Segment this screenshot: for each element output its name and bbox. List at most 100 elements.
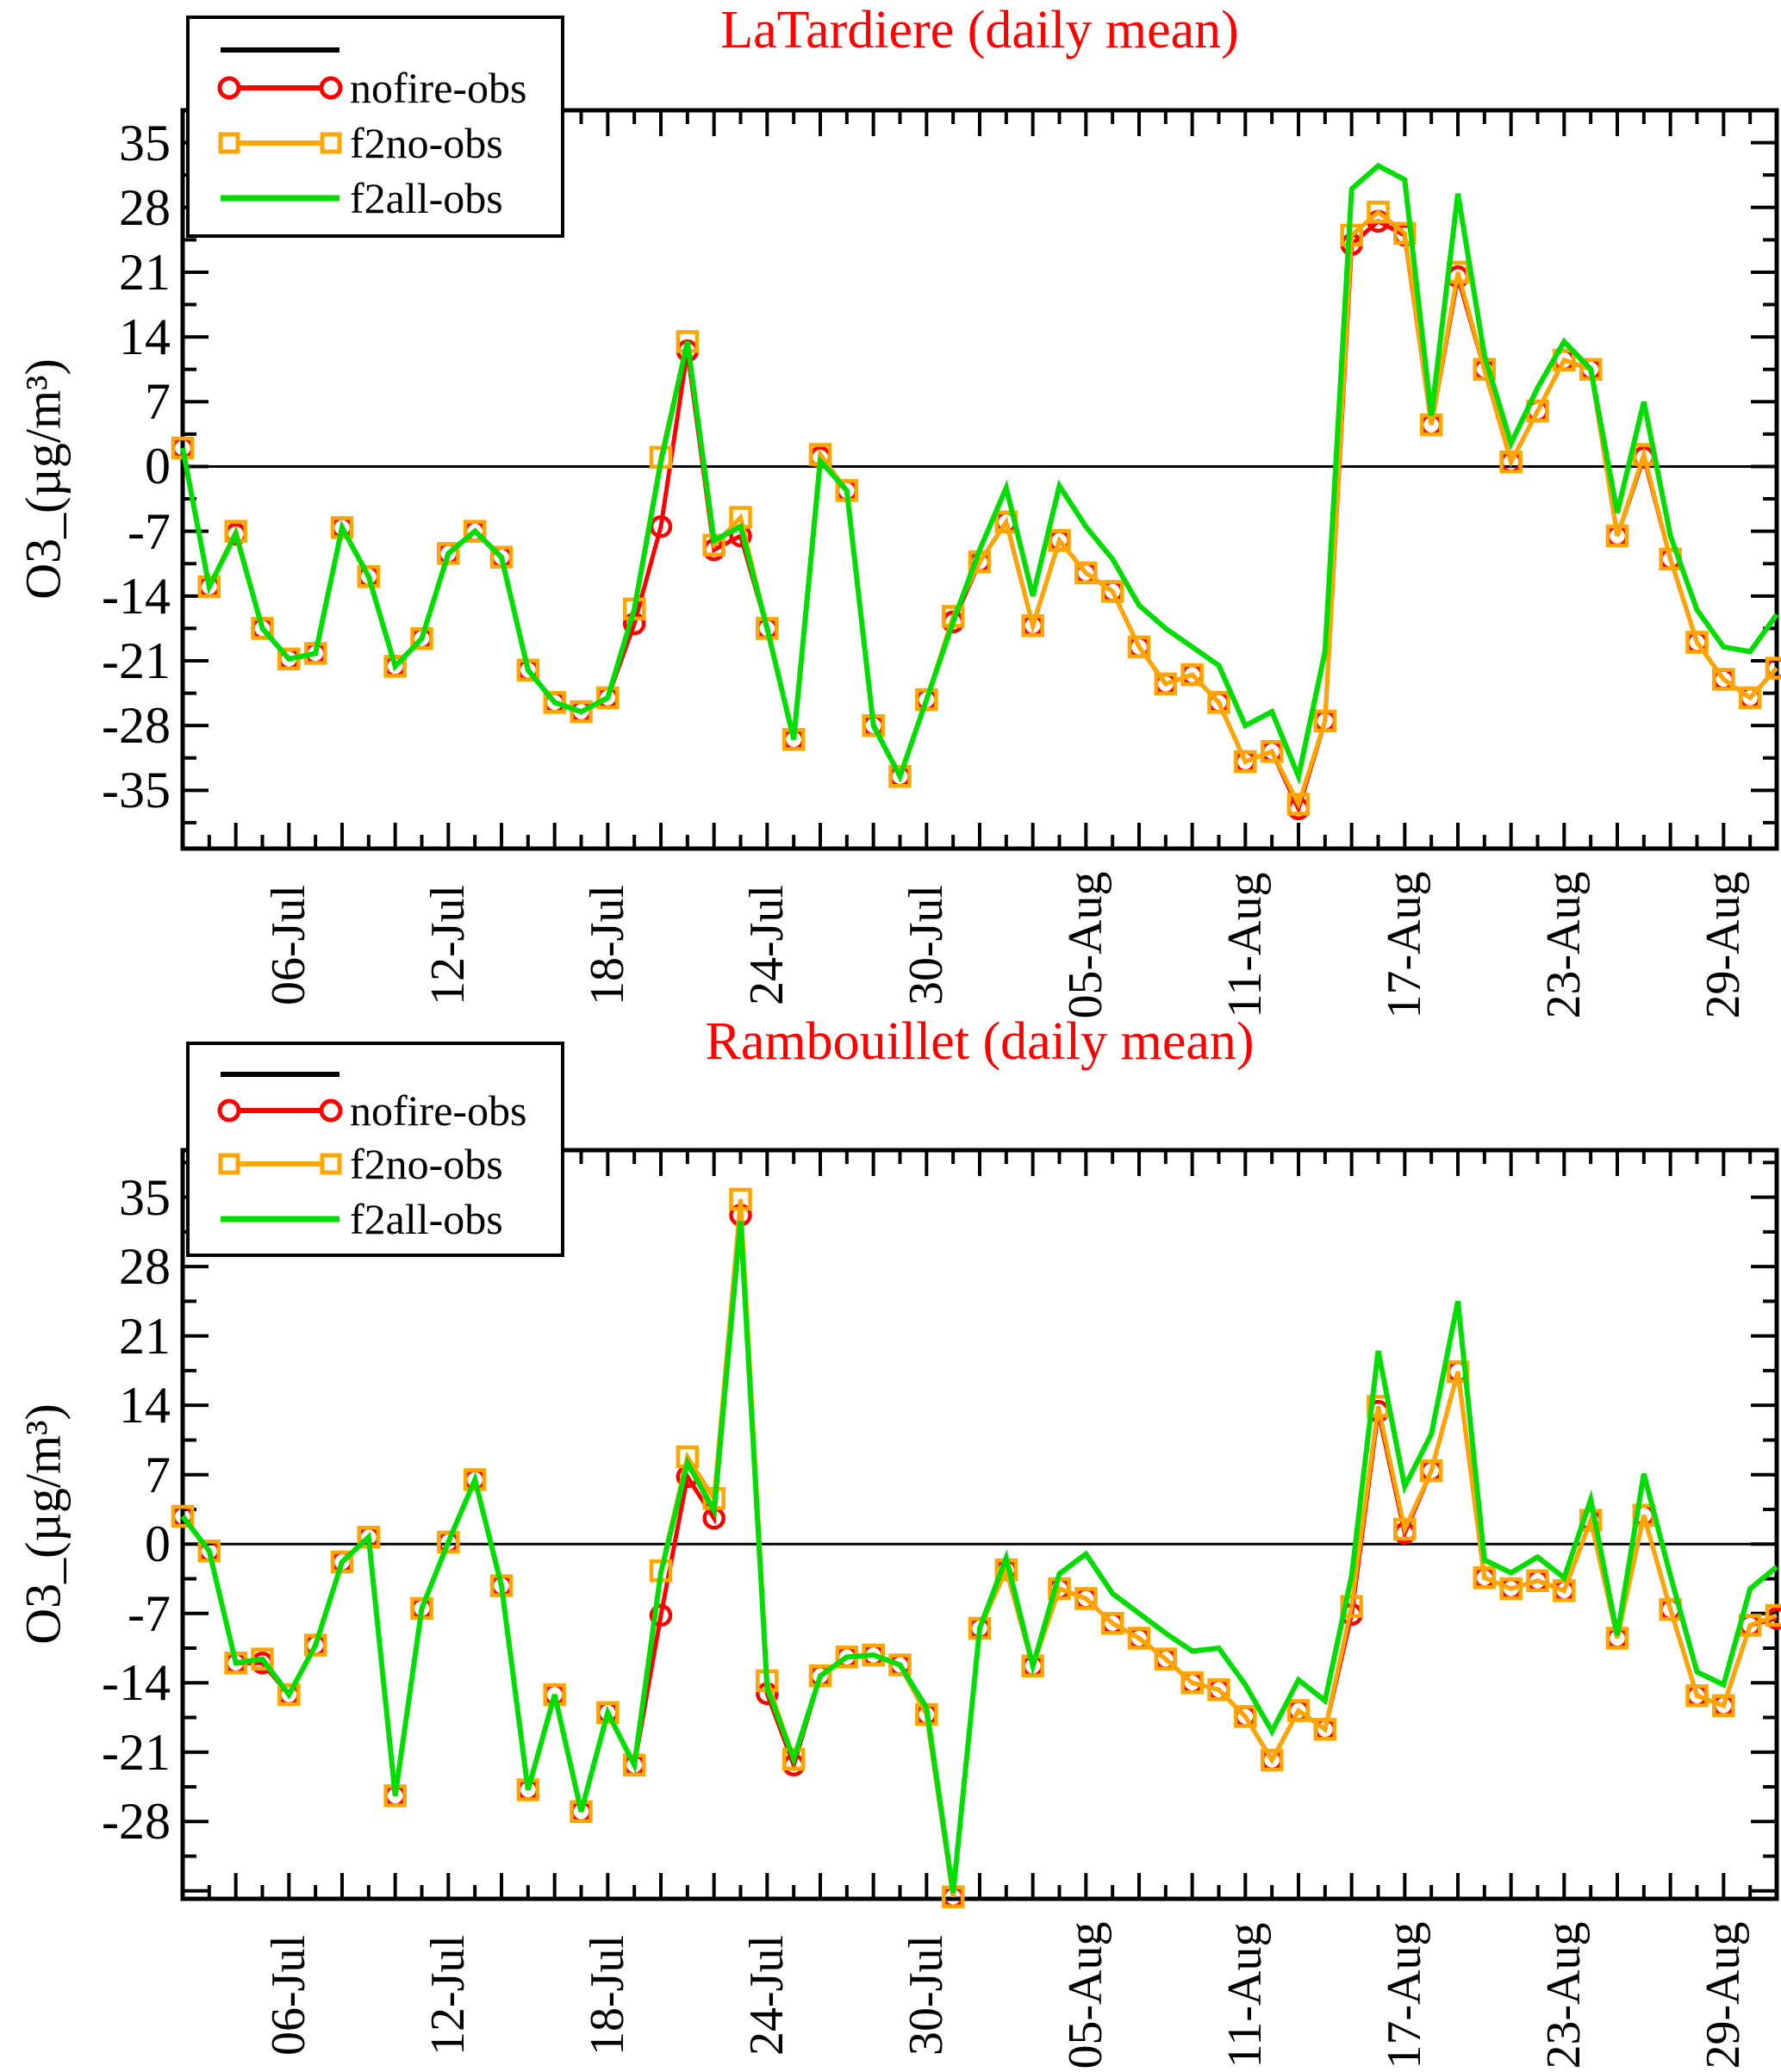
y-tick-label: -14 <box>102 567 171 625</box>
legend-label-nofire: nofire-obs <box>350 1086 527 1135</box>
chart-1 <box>171 1148 1781 1908</box>
series-line-f2all-obs <box>180 162 1779 786</box>
series-f2all-obs <box>180 162 1779 786</box>
marker-square <box>1207 691 1230 714</box>
y-tick-label: 14 <box>119 308 171 366</box>
x-tick-label: 30-Jul <box>900 1935 954 2056</box>
y-tick-label: 7 <box>145 1446 171 1503</box>
marker-square <box>1154 1647 1178 1671</box>
x-tick-label: 24-Jul <box>740 1935 794 2056</box>
x-tick-label: 06-Jul <box>262 1935 316 2056</box>
marker-square <box>888 1653 912 1677</box>
series-line-nofire-obs <box>180 218 1778 815</box>
orange-square-line-swatch <box>218 1153 342 1175</box>
x-tick-label: 23-Aug <box>1537 871 1591 1019</box>
chart-title-latardiere: LaTardiere (daily mean) <box>720 1 1239 59</box>
axis-ticks <box>181 109 1778 849</box>
y-tick-label: 28 <box>119 1238 171 1296</box>
marker-square <box>1765 1603 1781 1627</box>
marker-square <box>782 1747 806 1771</box>
marker-square <box>1313 709 1337 733</box>
marker-square <box>1419 1459 1443 1483</box>
marker-square <box>1712 668 1735 691</box>
marker-square <box>915 688 938 712</box>
marker-square <box>1313 1718 1337 1741</box>
y-tick-label: 14 <box>119 1377 171 1434</box>
legend-row-nofire: nofire-obs <box>190 64 560 112</box>
marker-square <box>1048 529 1071 552</box>
y-tick-label: 21 <box>119 1307 171 1365</box>
marker-square <box>1526 1569 1549 1593</box>
y-tick-label: 35 <box>119 114 171 171</box>
y-tick-label: 0 <box>145 1515 171 1573</box>
marker-square <box>729 1187 752 1211</box>
marker-square <box>437 542 460 565</box>
marker-square <box>1127 635 1151 659</box>
marker-square <box>277 1683 301 1707</box>
marker-square <box>1021 613 1044 638</box>
y-tick-label: 7 <box>145 373 171 431</box>
axis-ticks <box>181 1150 1778 1899</box>
marker-square <box>330 1550 354 1574</box>
legend-rambouillet: nofire-obs f2no-obs f2all-obs <box>186 1042 564 1257</box>
series-line-f2no-obs <box>180 208 1778 811</box>
black-line-swatch <box>221 1072 339 1077</box>
marker-square <box>1074 561 1098 585</box>
x-tick-label: 11-Aug <box>1218 872 1273 1018</box>
marker-square <box>410 626 433 650</box>
marker-square <box>888 764 912 788</box>
marker-square <box>1260 1748 1284 1772</box>
x-tick-label: 29-Aug <box>1697 871 1751 1019</box>
x-tick-label: 23-Aug <box>1537 1921 1591 2069</box>
x-tick-label: 12-Jul <box>421 1935 476 2056</box>
marker-square <box>1234 1705 1257 1728</box>
x-tick-label: 06-Jul <box>262 885 316 1005</box>
x-tick-label: 05-Aug <box>1059 871 1113 1019</box>
series-line-f2all-obs <box>180 1220 1778 1894</box>
marker-square <box>1207 1678 1230 1702</box>
y-tick-label: 0 <box>145 438 171 495</box>
marker-square <box>357 565 381 588</box>
y-tick-label: -28 <box>102 697 171 755</box>
marker-square <box>437 1530 460 1554</box>
red-circle-line-swatch <box>217 76 343 100</box>
x-tick-label: 17-Aug <box>1378 1921 1432 2069</box>
y-tick-label: -14 <box>102 1654 171 1712</box>
legend-label-f2no: f2no-obs <box>350 1140 503 1188</box>
marker-square <box>1605 524 1629 548</box>
marker-square <box>1393 221 1417 246</box>
marker-square <box>1499 450 1523 474</box>
legend-latardiere: nofire-obs f2no-obs f2all-obs <box>186 16 564 238</box>
y-tick-label: -28 <box>102 1793 171 1851</box>
marker-square <box>463 520 487 543</box>
legend-label-f2all: f2all-obs <box>350 1195 503 1243</box>
marker-square <box>1473 1566 1497 1590</box>
marker-square <box>1393 1517 1417 1541</box>
x-tick-label: 17-Aug <box>1378 871 1432 1019</box>
marker-square <box>596 686 620 710</box>
marker-square <box>1367 200 1390 224</box>
legend-row-f2no: f2no-obs <box>190 1140 560 1188</box>
y-tick-label: -35 <box>102 762 171 819</box>
series-f2no-obs <box>171 1187 1781 1908</box>
marker-circle <box>649 1603 673 1627</box>
series-f2no-obs <box>171 200 1781 816</box>
marker-square <box>1685 631 1709 654</box>
x-tick-label: 11-Aug <box>1218 1922 1273 2069</box>
marker-square <box>1685 1683 1709 1708</box>
marker-square <box>1234 750 1257 774</box>
x-tick-label: 30-Jul <box>900 885 954 1005</box>
black-line-swatch <box>221 47 339 53</box>
marker-square <box>1712 1694 1735 1717</box>
series-f2all-obs <box>180 1220 1778 1894</box>
marker-square <box>1738 686 1762 710</box>
plot-frame <box>180 1148 1779 1901</box>
y-tick-label: -21 <box>102 632 171 689</box>
legend-row-f2no: f2no-obs <box>190 119 560 167</box>
marker-square <box>1553 1579 1576 1602</box>
y-tick-label: -7 <box>128 502 171 560</box>
marker-square <box>1180 1671 1204 1695</box>
red-circle-line-swatch <box>217 1098 343 1123</box>
y-tick-label: 21 <box>119 243 171 301</box>
